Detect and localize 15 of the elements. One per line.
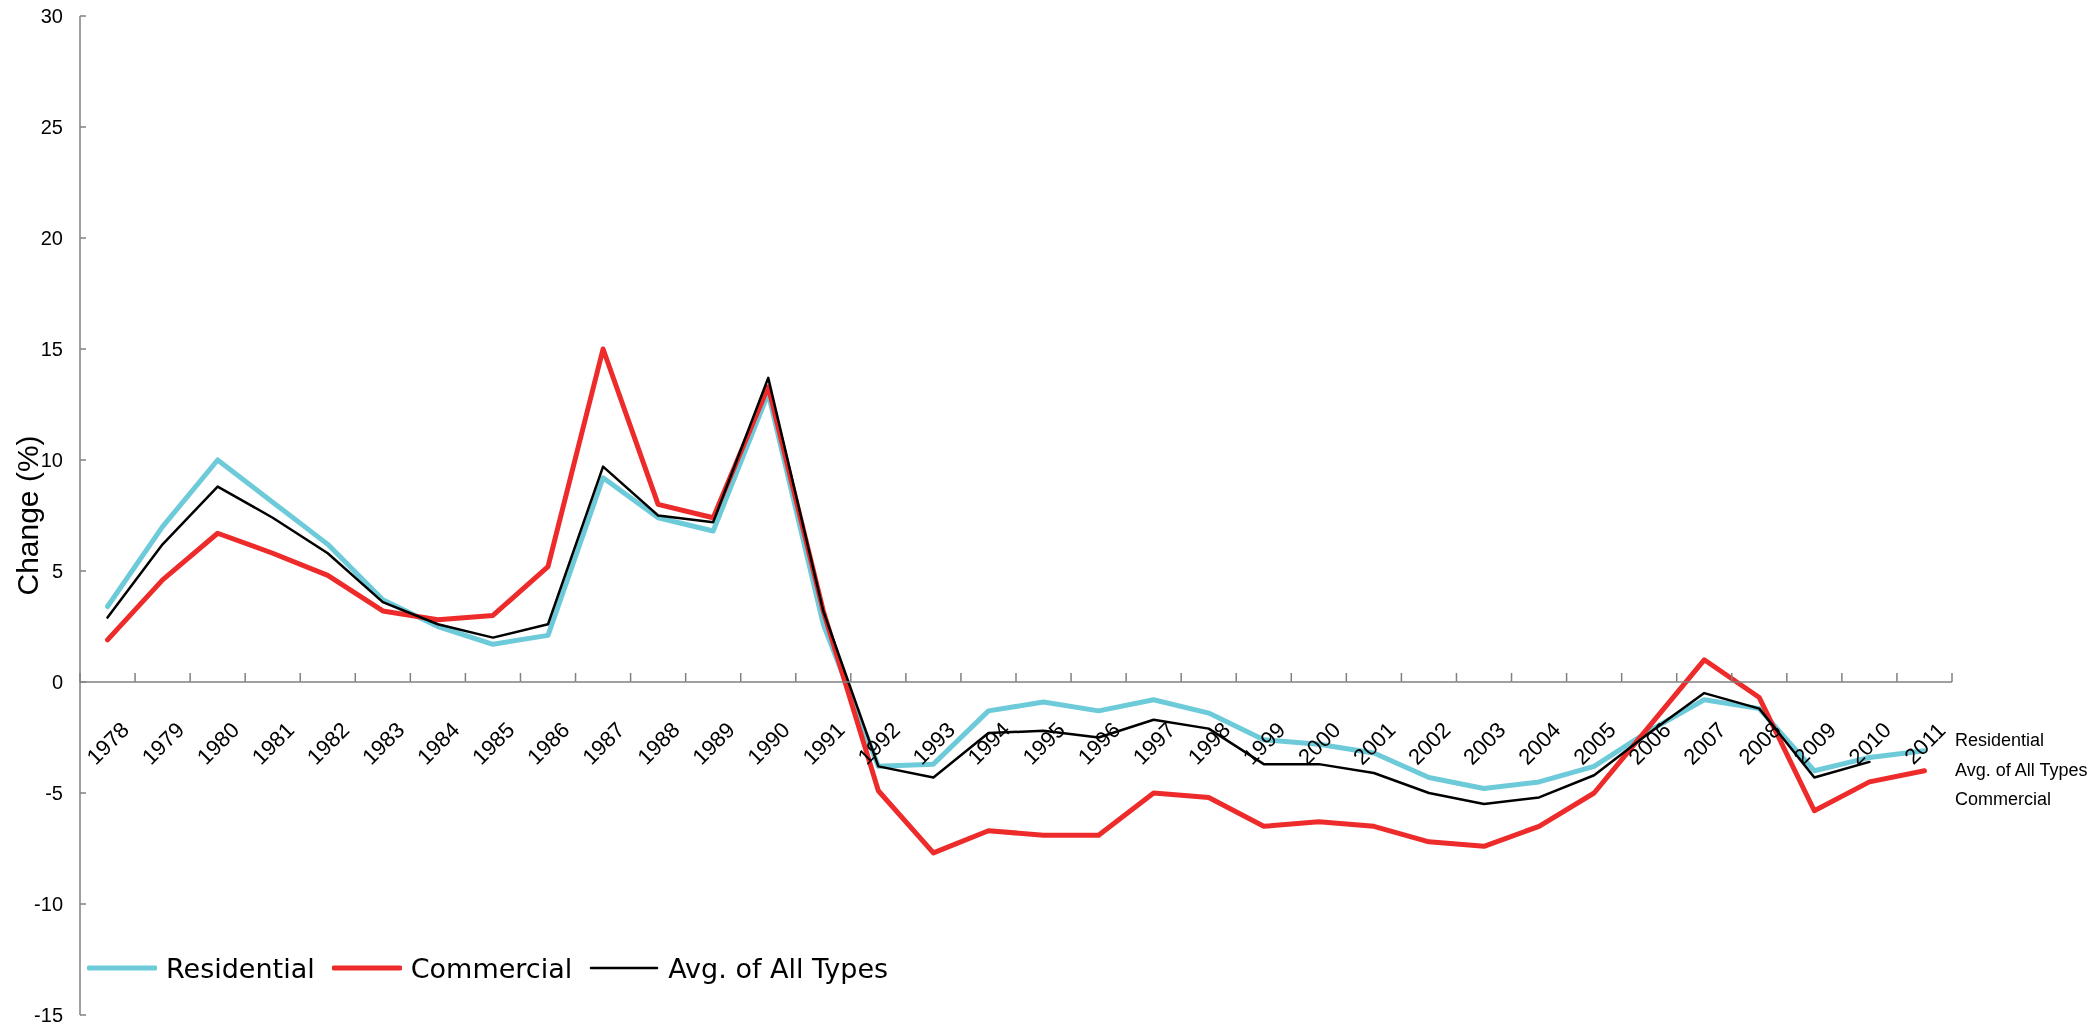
legend-label: Avg. of All Types — [668, 952, 889, 984]
y-tick-label: -10 — [34, 893, 63, 915]
legend-label: Commercial — [410, 952, 573, 984]
y-tick-label: 15 — [40, 338, 63, 360]
text: Avg. of All Types — [1955, 758, 2088, 781]
y-tick-label: 25 — [40, 116, 63, 138]
text: Commercial — [1955, 788, 2052, 810]
text: Residential — [1955, 729, 2045, 751]
legend-label: Residential — [166, 952, 315, 984]
y-tick-label: 30 — [40, 5, 63, 27]
y-tick-label: 20 — [40, 227, 63, 249]
y-tick-label: -5 — [45, 782, 63, 804]
y-tick-label: -15 — [34, 1004, 63, 1025]
y-tick-label: 0 — [51, 671, 63, 693]
y-tick-label: 5 — [51, 560, 63, 582]
